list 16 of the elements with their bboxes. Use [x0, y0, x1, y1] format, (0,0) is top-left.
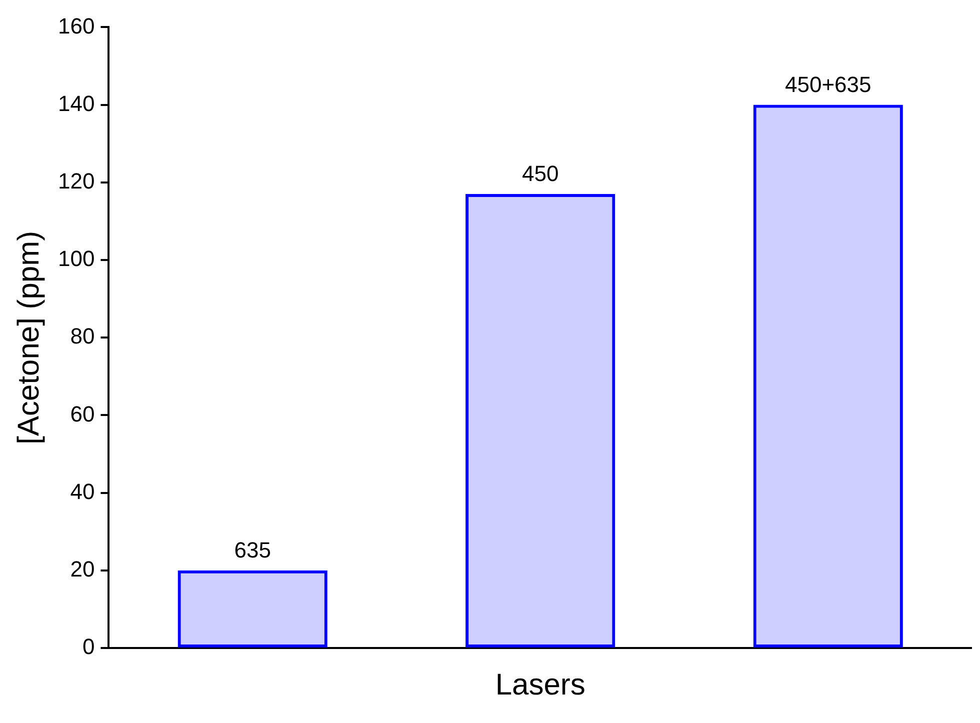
bar: [466, 194, 616, 648]
bar: [178, 570, 328, 648]
y-tick-label: 140: [58, 90, 95, 116]
y-axis-title: [Acetone] (ppm): [12, 230, 46, 444]
y-tick-label: 80: [70, 324, 95, 349]
y-tick-label: 160: [58, 13, 95, 38]
y-tick-label: 100: [58, 246, 95, 272]
x-tick-label: 450: [522, 161, 559, 186]
y-tick-label: 60: [70, 401, 95, 426]
y-tick-label: 120: [58, 168, 95, 194]
x-tick-label: 635: [234, 537, 271, 562]
y-tick-label: 0: [82, 634, 95, 660]
y-tick-label: 40: [70, 478, 95, 504]
y-tick-label: 20: [70, 556, 95, 582]
x-tick-label: 450+635: [784, 72, 872, 97]
x-axis-title: Lasers: [495, 668, 586, 702]
